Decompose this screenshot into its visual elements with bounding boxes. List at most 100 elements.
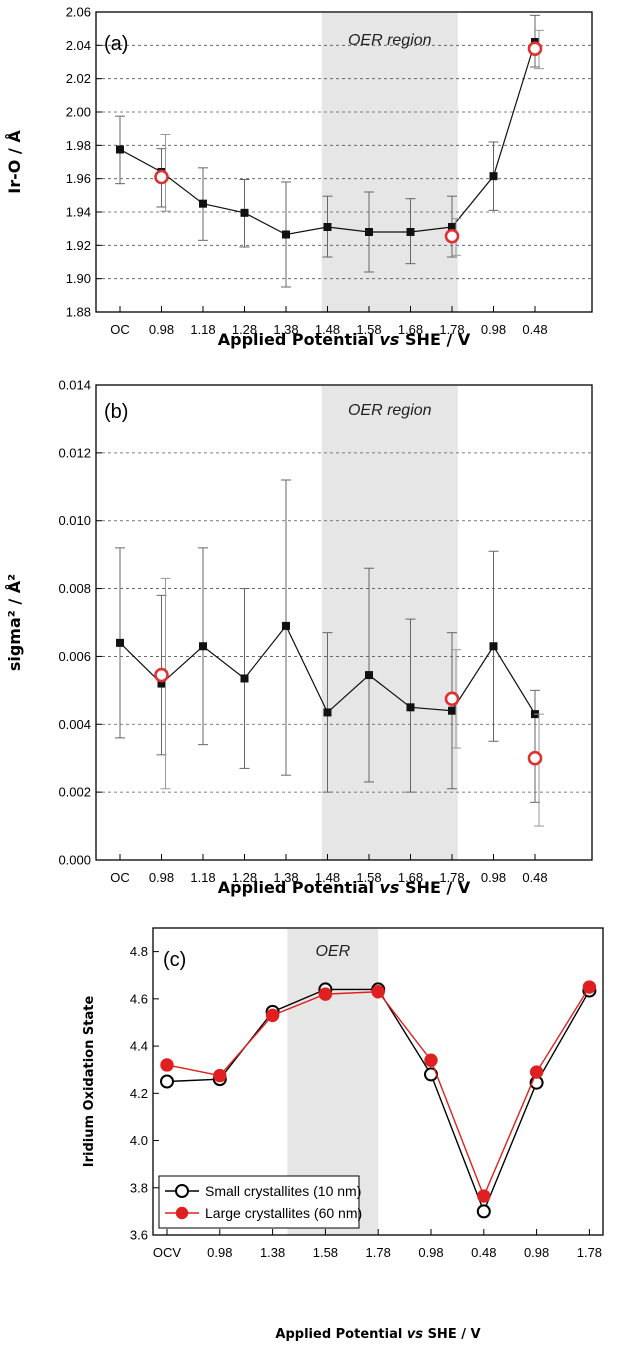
data-point	[444, 228, 460, 244]
x-tick-label: 1.38	[260, 1245, 285, 1260]
x-tick-label: 0.98	[207, 1245, 232, 1260]
data-point	[240, 674, 249, 683]
x-axis-label-part: vs	[407, 1327, 423, 1342]
data-point	[489, 642, 498, 651]
x-tick-label: 0.98	[149, 870, 174, 885]
x-axis-label-part: vs	[380, 330, 400, 349]
x-tick-label: 1.68	[398, 870, 423, 885]
plot-frame	[95, 384, 593, 861]
x-tick-label: 0.98	[524, 1245, 549, 1260]
data-point	[157, 679, 166, 688]
data-point	[323, 223, 332, 231]
data-point	[365, 228, 373, 236]
x-tick-label: 1.78	[366, 1245, 391, 1260]
x-tick-label: 1.18	[190, 322, 215, 337]
panel-label: (c)	[163, 949, 186, 971]
y-tick-label: 0.004	[58, 717, 91, 732]
data-point	[160, 1074, 174, 1089]
x-tick-label: 1.78	[439, 870, 464, 885]
series-1	[115, 479, 540, 803]
y-tick-label: 4.4	[130, 1039, 148, 1054]
y-tick-label: 4.8	[130, 944, 148, 959]
y-tick-label: 2.04	[66, 38, 91, 53]
data-point	[160, 1058, 174, 1072]
data-point	[318, 987, 333, 1001]
x-axis-label: Applied Potential vs SHE / V	[218, 330, 471, 349]
data-point	[489, 172, 498, 181]
data-point	[116, 145, 124, 154]
y-tick-label: 0.010	[58, 513, 91, 528]
x-tick-label: OC	[110, 870, 130, 885]
data-point	[154, 169, 169, 185]
x-axis-label-part: Applied Potential	[218, 330, 380, 349]
shaded-region	[321, 386, 458, 860]
x-tick-label: 1.58	[313, 1245, 338, 1260]
data-point	[282, 230, 290, 239]
data-point	[365, 671, 373, 680]
x-tick-label: 0.98	[481, 322, 506, 337]
x-axis-label-part: vs	[380, 878, 400, 897]
series-2	[154, 577, 544, 827]
data-point	[406, 703, 415, 712]
x-tick-label: 0.98	[149, 322, 174, 337]
data-point	[527, 750, 543, 766]
data-point	[199, 199, 207, 208]
data-point	[265, 1008, 280, 1023]
data-point	[323, 708, 332, 717]
chart-panel-3: OER 3.6 3.8 4.0 4.2 4.4 4.6 4.8 OCV 0.98 1.38 1.58 1…	[82, 927, 604, 1342]
y-tick-label: 2.02	[66, 71, 91, 86]
legend-label: Small crystallites (10 nm)	[205, 1183, 361, 1199]
series-2	[160, 980, 597, 1203]
series-2	[154, 29, 544, 256]
x-axis-label-part: SHE / V	[399, 878, 470, 897]
x-tick-label: 0.48	[522, 322, 547, 337]
data-point	[371, 985, 385, 999]
x-axis-label: Applied Potential vs SHE / V	[275, 1327, 480, 1342]
x-tick-label: 1.78	[577, 1245, 602, 1260]
y-tick-label: 1.92	[66, 238, 91, 253]
y-tick-label: 0.006	[58, 649, 91, 664]
legend-box	[158, 1175, 360, 1229]
x-tick-label: 1.28	[232, 870, 257, 885]
x-axis-label: Applied Potential vs SHE / V	[218, 878, 471, 897]
y-axis-label: sigma² / Å²	[5, 574, 24, 671]
data-point	[424, 1053, 438, 1067]
y-tick-label: 1.98	[66, 138, 91, 153]
chart-panel-1: OER region 1.88 1.90 1.92 1.94 1.96 1.98 2.00 2.…	[5, 5, 593, 349]
x-tick-label: OC	[110, 322, 130, 337]
x-tick-label: 1.28	[232, 322, 257, 337]
x-tick-label: 0.48	[471, 1245, 496, 1260]
y-tick-label: 2.06	[66, 5, 91, 20]
x-tick-label: 1.38	[273, 870, 298, 885]
x-tick-label: 1.38	[273, 322, 298, 337]
data-point	[476, 1204, 491, 1219]
data-point	[282, 621, 290, 630]
data-point	[477, 1189, 491, 1203]
x-tick-label: 0.98	[418, 1245, 443, 1260]
data-point	[240, 208, 249, 217]
x-tick-label: OCV	[153, 1245, 182, 1260]
x-tick-label: 1.18	[190, 870, 215, 885]
data-point	[199, 642, 207, 651]
data-point	[448, 223, 456, 231]
data-point	[406, 228, 415, 236]
data-point	[448, 706, 456, 715]
legend-label: Large crystallites (60 nm)	[205, 1205, 362, 1221]
x-tick-label: 1.58	[356, 870, 381, 885]
data-point	[116, 638, 124, 647]
data-point	[154, 667, 169, 683]
y-tick-label: 2.00	[66, 105, 91, 120]
data-point	[444, 691, 460, 707]
data-point	[582, 980, 597, 994]
x-tick-label: 1.48	[315, 322, 340, 337]
y-tick-label: 0.008	[58, 581, 91, 596]
y-tick-label: 4.6	[130, 991, 148, 1006]
chart-panel-2: OER region 0.000 0.002 0.004 0.006 0.008 0.010…	[5, 378, 593, 897]
shaded-region-label: OER	[315, 943, 350, 960]
y-tick-label: 1.88	[66, 305, 91, 320]
x-tick-label: 1.78	[439, 322, 464, 337]
y-tick-label: 0.014	[58, 378, 91, 393]
y-tick-label: 0.002	[58, 785, 91, 800]
y-tick-label: 0.012	[58, 445, 91, 460]
